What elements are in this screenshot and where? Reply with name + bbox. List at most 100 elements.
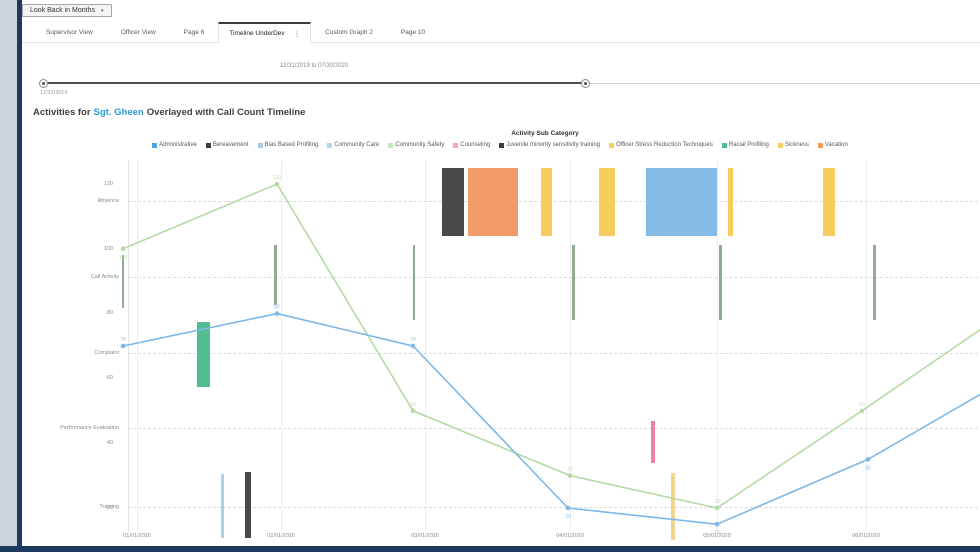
tab-officer-view[interactable]: Officer View	[107, 22, 170, 43]
legend-item-juvenile-minority-sensitivity-training[interactable]: Juvenile minority sensitivity training	[499, 142, 600, 148]
data-point[interactable]	[714, 521, 720, 527]
y-axis-tick-label: 20	[106, 505, 113, 511]
data-point[interactable]	[714, 505, 720, 511]
x-axis-date-label: 01/01/2020	[123, 533, 151, 539]
data-point[interactable]	[567, 473, 573, 478]
data-point[interactable]	[410, 343, 416, 349]
legend-item-sickness[interactable]: Sickness	[777, 142, 809, 148]
data-point[interactable]	[865, 457, 871, 462]
tab-custom-graph-2[interactable]: Custom Graph 2	[311, 22, 387, 43]
tab-page-6[interactable]: Page 6	[170, 22, 219, 43]
legend-swatch	[388, 142, 394, 148]
legend-swatch	[257, 142, 263, 148]
legend-label: Community Care	[334, 142, 380, 148]
data-point[interactable]	[565, 505, 571, 511]
officer-name-link[interactable]: Sgt. Gheen	[93, 107, 144, 118]
tab-label: Page 10	[400, 29, 426, 36]
y-axis-tick-label: 60	[106, 375, 113, 381]
time-slider-left-handle[interactable]	[39, 79, 48, 88]
tab-menu-icon[interactable]: ⋮	[293, 30, 301, 38]
data-point-label: 50	[859, 402, 865, 408]
x-axis-date-label: 04/01/2020	[556, 533, 584, 539]
series-line-1[interactable]	[122, 312, 980, 526]
data-point[interactable]	[120, 343, 126, 349]
legend-swatch	[777, 142, 783, 148]
look-back-months-button[interactable]: Look Back in Months ▾	[22, 4, 112, 17]
activity-bar[interactable]	[413, 245, 415, 320]
legend-item-community-safety[interactable]: Community Safety	[388, 142, 444, 148]
activity-bar[interactable]	[442, 168, 464, 236]
data-point[interactable]	[120, 246, 126, 252]
legend: Administrative Bereavement Bias Based Pr…	[55, 142, 945, 148]
month-gridline	[866, 160, 867, 530]
data-point[interactable]	[274, 181, 280, 187]
tab-page-10[interactable]: Page 10	[387, 22, 439, 43]
activity-bar[interactable]	[646, 168, 717, 236]
category-gridline	[128, 507, 978, 508]
data-point-label: 15	[714, 530, 720, 536]
legend-label: Counseling	[460, 142, 491, 148]
activity-bar[interactable]	[122, 255, 124, 308]
x-axis-date-label: 05/01/2020	[703, 533, 731, 539]
activity-bar[interactable]	[671, 473, 675, 540]
legend-item-counseling[interactable]: Counseling	[453, 142, 490, 148]
legend-swatch	[721, 142, 727, 148]
activity-bar[interactable]	[274, 245, 277, 305]
data-point[interactable]	[274, 311, 280, 316]
data-point[interactable]	[410, 408, 416, 414]
legend-label: Administrative	[159, 142, 197, 148]
activity-bar[interactable]	[221, 474, 224, 538]
legend-label: Officer Stress Reduction Techniques	[616, 142, 713, 148]
activity-bar[interactable]	[468, 168, 518, 236]
data-point-label: 35	[865, 465, 871, 471]
tab-supervisor-view[interactable]: Supervisor View	[32, 22, 107, 43]
legend-item-officer-stress-reduction-techniques[interactable]: Officer Stress Reduction Techniques	[609, 142, 713, 148]
legend-item-vacation[interactable]: Vacation	[817, 142, 848, 148]
activity-bar[interactable]	[572, 245, 575, 320]
time-slider-right-handle[interactable]	[581, 79, 590, 88]
data-point-label: 100	[119, 255, 128, 261]
data-point-label: 70	[410, 337, 416, 343]
tab-label: Custom Graph 2	[325, 29, 373, 36]
activity-bar[interactable]	[245, 472, 251, 538]
legend-item-bias-based-profiling[interactable]: Bias Based Profiling	[257, 142, 319, 148]
time-slider-selected-track[interactable]	[43, 82, 585, 84]
activity-bar[interactable]	[823, 168, 835, 236]
activity-bar[interactable]	[873, 245, 876, 320]
title-prefix: Activities for	[33, 107, 91, 118]
tab-label: Officer View	[120, 29, 156, 36]
data-point-label: 70	[120, 337, 126, 343]
data-point[interactable]	[859, 408, 865, 414]
legend-item-administrative[interactable]: Administrative	[152, 142, 197, 148]
legend-label: Racial Profiling	[728, 142, 769, 148]
legend-item-racial-profiling[interactable]: Racial Profiling	[721, 142, 769, 148]
window-left-gutter	[0, 0, 17, 552]
activity-bar[interactable]	[728, 168, 733, 236]
legend-label: Bias Based Profiling	[264, 142, 319, 148]
activity-bar[interactable]	[599, 168, 615, 236]
legend-item-community-care[interactable]: Community Care	[327, 142, 379, 148]
tab-timeline-underdev[interactable]: Timeline UnderDev ⋮	[218, 22, 312, 43]
legend-title: Activity Sub Category	[511, 130, 579, 137]
time-slider-track[interactable]	[585, 83, 980, 84]
data-point-label: 20	[714, 499, 720, 505]
x-axis-date-label: 03/01/2020	[411, 533, 439, 539]
tabs-divider	[22, 42, 980, 43]
data-point-label: 30	[567, 467, 573, 473]
page-title: Activities for Sgt. Gheen Overlayed with C…	[33, 107, 305, 118]
activity-bar[interactable]	[197, 322, 210, 387]
activity-bar[interactable]	[541, 168, 552, 236]
series-line-0[interactable]	[122, 182, 980, 509]
month-gridline	[281, 160, 282, 530]
time-slider-range-label: 12/31/2019 to 07/30/2020	[279, 63, 349, 69]
legend-label: Community Safety	[395, 142, 445, 148]
month-gridline	[570, 160, 571, 530]
legend-swatch	[152, 142, 158, 148]
page-tabs: Supervisor View Officer View Page 6 Time…	[32, 22, 439, 43]
activity-bar[interactable]	[651, 421, 655, 463]
window-bottom-frame	[0, 546, 980, 552]
legend-label: Juvenile minority sensitivity training	[506, 142, 601, 148]
legend-item-bereavement[interactable]: Bereavement	[205, 142, 249, 148]
activity-bar[interactable]	[719, 245, 722, 320]
legend-swatch	[453, 142, 459, 148]
